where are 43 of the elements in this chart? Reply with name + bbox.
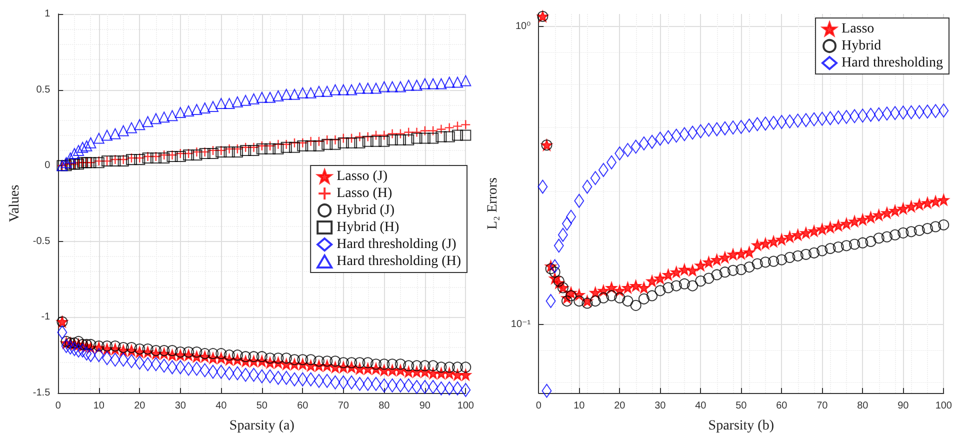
x-tick-label: 40 (216, 400, 228, 412)
y-tick-label: 10⁻¹ (510, 319, 532, 330)
y-tick-label: -1 (41, 312, 51, 323)
y-tick-label: 0.5 (36, 84, 51, 96)
x-tick-label: 20 (134, 400, 146, 412)
x-tick-label: 50 (256, 400, 268, 412)
y-tick-label: 10⁰ (515, 20, 531, 32)
x-tick-label: 80 (378, 400, 390, 412)
x-tick-label: 50 (736, 400, 748, 412)
legend-label: Hybrid (H) (336, 220, 400, 235)
legend-label: Lasso (842, 22, 874, 36)
y-axis-title: L₂ Errors (486, 178, 500, 230)
legend-label: Lasso (H) (336, 186, 393, 201)
x-tick-label: 60 (776, 400, 788, 412)
x-axis-title: Sparsity (a) (229, 418, 295, 434)
x-tick-label: 40 (695, 400, 707, 412)
legend-label: Hybrid (J) (336, 203, 395, 218)
x-tick-label: 80 (857, 400, 869, 412)
x-axis-title: Sparsity (b) (708, 418, 774, 434)
y-tick-label: 0 (44, 160, 51, 172)
x-tick-label: 0 (536, 400, 542, 412)
x-tick-label: 70 (338, 400, 350, 412)
x-tick-label: 90 (419, 400, 431, 412)
x-tick-label: 0 (55, 400, 62, 412)
x-tick-label: 30 (174, 400, 186, 412)
legend-label: Hard thresholding (842, 56, 944, 70)
y-axis-title: Values (8, 184, 22, 222)
legend-label: Hard thresholding (H) (336, 254, 462, 269)
y-tick-label: 1 (44, 8, 51, 20)
x-tick-label: 30 (654, 400, 666, 412)
legend-label: Hard thresholding (J) (336, 237, 457, 252)
x-tick-label: 20 (614, 400, 626, 412)
legend-label: Hybrid (842, 38, 882, 54)
x-tick-label: 10 (93, 400, 105, 412)
x-tick-label: 70 (816, 400, 828, 412)
x-tick-label: 100 (935, 400, 952, 412)
x-tick-label: 60 (297, 400, 309, 412)
x-tick-label: 90 (898, 400, 910, 412)
legend-label: Lasso (J) (336, 169, 388, 184)
y-tick-label: -0.5 (32, 236, 51, 247)
x-tick-label: 10 (574, 400, 586, 412)
y-tick-label: -1.5 (32, 388, 51, 398)
x-tick-label: 100 (457, 400, 474, 412)
